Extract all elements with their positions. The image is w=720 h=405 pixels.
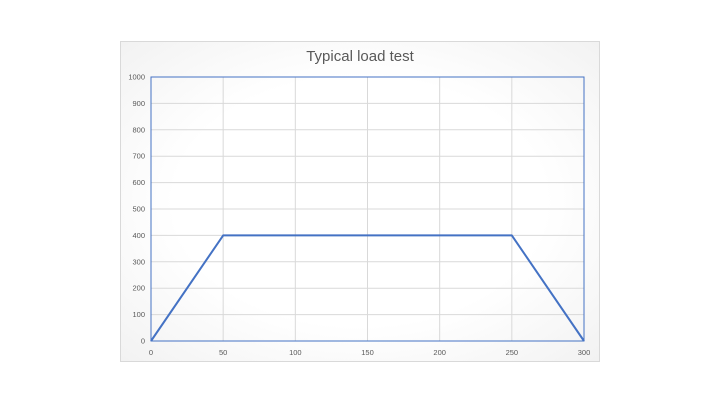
y-tick-label: 600 [132, 178, 145, 187]
x-tick-label: 250 [506, 348, 519, 357]
x-tick-label: 50 [219, 348, 227, 357]
series-line-0 [150, 234, 585, 342]
x-tick-label: 200 [433, 348, 446, 357]
y-tick-label: 500 [132, 205, 145, 214]
x-tick-labels: 0 50 100 150 200 250 300 [149, 348, 590, 357]
y-tick-label: 700 [132, 152, 145, 161]
y-tick-label: 1000 [128, 73, 145, 82]
y-tick-label: 300 [132, 257, 145, 266]
y-tick-labels: 0 100 200 300 400 500 600 700 800 900 1000 [128, 73, 145, 346]
y-tick-label: 0 [141, 337, 145, 346]
chart-title: Typical load test [306, 48, 414, 65]
y-tick-label: 400 [132, 231, 145, 240]
x-tick-label: 150 [361, 348, 374, 357]
series-layer [150, 234, 585, 342]
y-tick-label: 200 [132, 284, 145, 293]
plot-border-layer [150, 76, 585, 342]
y-tick-label: 100 [132, 310, 145, 319]
chart-area [120, 41, 600, 362]
x-tick-label: 0 [149, 348, 153, 357]
y-tick-label: 900 [132, 99, 145, 108]
y-tick-label: 800 [132, 125, 145, 134]
grid-layer [150, 76, 585, 342]
x-tick-label: 100 [289, 348, 302, 357]
x-tick-label: 300 [578, 348, 591, 357]
plot-border [150, 76, 585, 342]
